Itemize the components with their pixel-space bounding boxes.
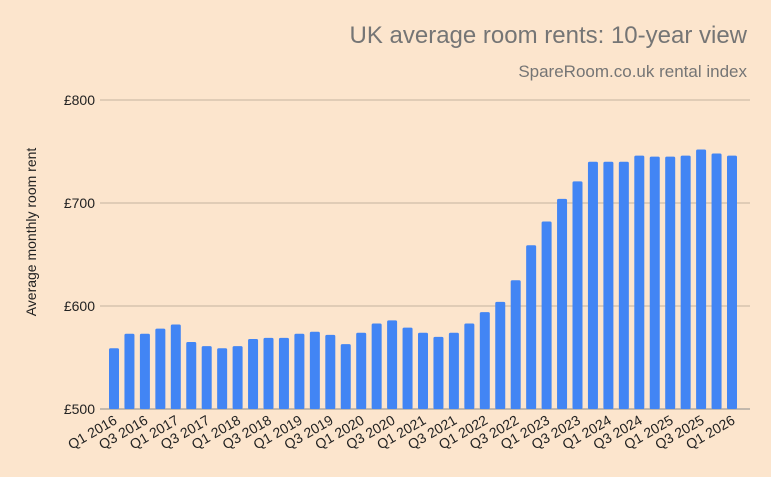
bar-q3-2023 xyxy=(572,181,583,409)
bar-q3-2019 xyxy=(325,334,336,409)
bar-q4-2024 xyxy=(649,156,660,409)
bar-q2-2022 xyxy=(495,301,506,409)
bar-q3-2024 xyxy=(634,155,645,409)
bar-q1-2025 xyxy=(665,156,676,409)
bar-q1-2026 xyxy=(727,155,737,409)
bar-q1-2019 xyxy=(294,333,305,409)
bar-q4-2022 xyxy=(526,245,537,409)
y-tick-label: £500 xyxy=(64,401,95,417)
bar-q2-2023 xyxy=(557,198,568,409)
bar-q4-2025 xyxy=(711,153,722,409)
bar-q1-2016 xyxy=(109,348,119,409)
bar-q2-2021 xyxy=(433,336,444,409)
bar-q1-2023 xyxy=(541,221,552,409)
bar-q4-2017 xyxy=(217,348,228,409)
bar-q1-2020 xyxy=(356,332,367,409)
bar-q4-2016 xyxy=(155,328,166,409)
chart-title: UK average room rents: 10-year view xyxy=(349,22,748,49)
bar-q3-2018 xyxy=(263,337,274,409)
bar-q3-2020 xyxy=(387,320,398,409)
bar-q4-2020 xyxy=(402,327,413,409)
bar-q1-2017 xyxy=(170,324,181,409)
bar-q2-2019 xyxy=(309,331,320,409)
bar-q4-2021 xyxy=(464,323,475,409)
bar-q2-2024 xyxy=(618,161,629,409)
bar-q3-2022 xyxy=(510,280,521,409)
bar-q1-2021 xyxy=(418,332,428,409)
bar-q2-2018 xyxy=(248,338,259,409)
y-tick-label: £800 xyxy=(64,92,95,108)
bar-q3-2021 xyxy=(448,332,459,409)
bar-q3-2016 xyxy=(139,333,150,409)
bar-q3-2025 xyxy=(696,149,707,409)
bar-q4-2019 xyxy=(340,344,351,409)
y-tick-label: £700 xyxy=(64,195,95,211)
bar-q1-2024 xyxy=(603,161,614,409)
bar-q2-2017 xyxy=(186,342,197,409)
bar-q4-2018 xyxy=(278,337,289,409)
bar-q2-2020 xyxy=(371,323,382,409)
bar-q1-2022 xyxy=(479,312,490,409)
chart-subtitle: SpareRoom.co.uk rental index xyxy=(518,62,747,81)
bar-q2-2025 xyxy=(680,155,691,409)
bar-q3-2017 xyxy=(201,346,212,409)
bar-q2-2016 xyxy=(124,333,135,409)
y-tick-label: £600 xyxy=(64,298,95,314)
bar-q4-2023 xyxy=(587,161,598,409)
bar-q1-2018 xyxy=(232,346,243,409)
